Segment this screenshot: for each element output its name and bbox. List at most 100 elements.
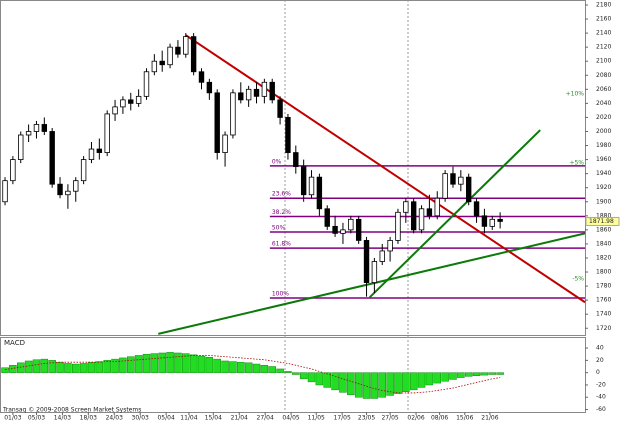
fib-label: 50% <box>272 224 286 231</box>
price-panel <box>0 0 586 336</box>
candle-body <box>175 46 181 55</box>
candle-body <box>450 173 456 185</box>
side-label: -5% <box>572 276 584 283</box>
candle-body <box>348 218 354 231</box>
candle-body <box>481 215 488 227</box>
candle-body <box>285 117 291 153</box>
macd-bar <box>119 357 127 373</box>
macd-bar <box>142 353 151 373</box>
macd-bar <box>174 352 182 373</box>
y-tick-label: 1980 <box>596 142 611 149</box>
y-tick-label: 1880 <box>596 212 611 219</box>
macd-bar <box>48 360 56 373</box>
y-tick-label: 2060 <box>596 86 611 93</box>
macd-bar <box>64 363 72 373</box>
y-tick-label: 1820 <box>596 254 611 261</box>
x-tick-label: 21/04 <box>231 415 248 421</box>
y-tick-label: 1740 <box>596 311 611 318</box>
candle-body <box>293 152 299 168</box>
candle-body <box>33 124 40 132</box>
macd-bar <box>284 371 292 373</box>
macd-bar <box>127 356 135 373</box>
candle-body <box>410 201 417 231</box>
macd-bar <box>197 355 206 373</box>
macd-bar <box>24 360 33 373</box>
macd-bar <box>464 372 473 377</box>
candle-body <box>355 218 362 241</box>
fib-label: 23.6% <box>272 191 291 198</box>
macd-bar <box>56 361 64 373</box>
macd-bar <box>386 372 394 396</box>
x-tick-label: 18/03 <box>80 415 97 421</box>
macd-bar <box>213 358 221 373</box>
trend-line <box>158 232 586 335</box>
macd-bar <box>378 372 386 398</box>
y-tick-label: 2140 <box>596 30 611 37</box>
fib-label: 0% <box>272 158 282 165</box>
macd-bar <box>394 372 402 394</box>
macd-bar <box>276 368 284 373</box>
x-tick-label: 05/03 <box>28 415 45 421</box>
signal-line <box>4 355 501 394</box>
candle-body <box>135 95 142 104</box>
macd-bar <box>111 358 119 373</box>
trend-line <box>185 34 586 304</box>
y-tick-label: 1960 <box>596 156 611 163</box>
y-tick-label: 2180 <box>596 1 611 8</box>
candle-body <box>497 218 503 222</box>
y-tick-label: 40 <box>596 345 604 352</box>
macd-bar <box>244 362 253 373</box>
macd-label: MACD <box>4 339 25 347</box>
macd-bar <box>409 372 418 391</box>
candle-body <box>49 131 55 185</box>
macd-bar <box>417 372 426 388</box>
candle-body <box>316 176 323 210</box>
candle-body <box>387 240 393 252</box>
macd-bar <box>79 363 88 373</box>
candle-body <box>442 173 448 199</box>
candle-body <box>159 60 165 66</box>
macd-bar <box>299 372 308 380</box>
candle-body <box>458 176 464 185</box>
y-tick-label: 2080 <box>596 72 611 79</box>
fib-label: 38.2% <box>272 209 291 216</box>
last-price: 1871.98 <box>589 218 614 225</box>
candle-body <box>403 201 409 213</box>
candle-body <box>167 46 173 66</box>
y-tick-label: 2040 <box>596 100 611 107</box>
macd-bar <box>480 372 489 376</box>
candle-body <box>465 176 472 203</box>
y-tick-label: 2120 <box>596 44 611 51</box>
macd-panel <box>0 337 586 413</box>
candle-body <box>379 250 385 262</box>
candle-body <box>277 99 283 118</box>
candle-body <box>245 88 252 101</box>
candle-body <box>198 71 205 83</box>
macd-bar <box>339 372 347 393</box>
x-tick-label: 01/03 <box>4 415 21 421</box>
macd-bar <box>331 372 339 391</box>
trend-line <box>368 129 541 299</box>
candle-body <box>57 183 63 196</box>
side-label: +10% <box>566 91 585 98</box>
candle-body <box>18 134 24 160</box>
x-tick-label: 02/06 <box>407 415 424 421</box>
y-tick-label: -20 <box>596 381 606 388</box>
candle-body <box>473 201 480 217</box>
candle-body <box>206 81 213 94</box>
x-tick-label: 30/03 <box>132 415 149 421</box>
macd-bar <box>158 352 166 373</box>
x-tick-label: 15/04 <box>205 415 222 421</box>
macd-bar <box>315 372 324 386</box>
candle-body <box>104 113 110 153</box>
x-tick-label: 14/03 <box>54 415 71 421</box>
macd-bar <box>189 354 198 373</box>
candle-body <box>230 92 236 136</box>
candle-body <box>222 134 228 153</box>
last-price-box <box>585 216 620 226</box>
macd-bar <box>134 355 143 373</box>
y-tick-label: 1800 <box>596 269 611 276</box>
macd-bar <box>433 372 442 384</box>
candle-body <box>395 211 401 241</box>
